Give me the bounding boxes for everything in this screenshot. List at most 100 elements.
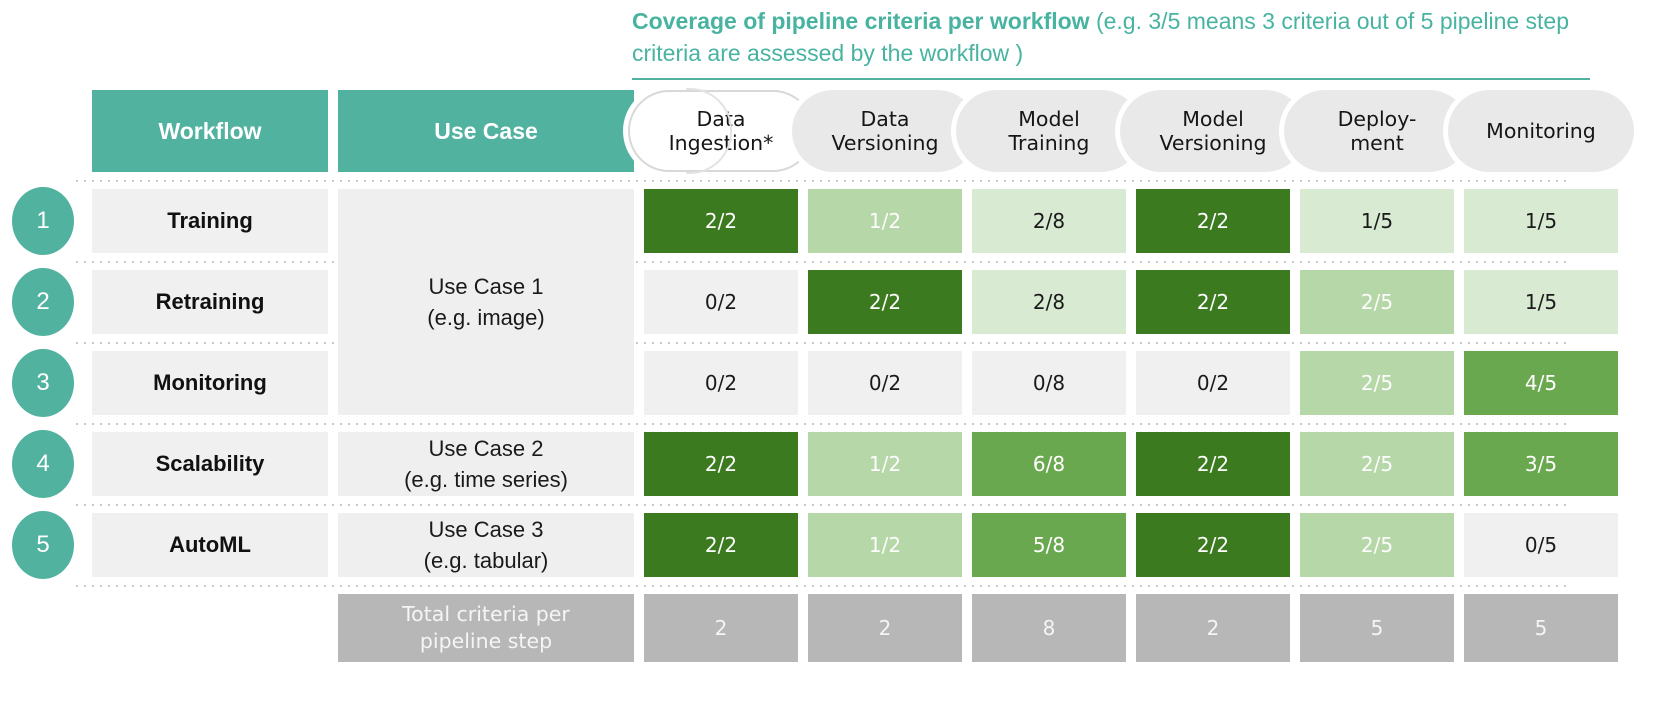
total-value: 2 (714, 616, 728, 641)
row-number: 2 (36, 288, 50, 316)
workflow-cell-scalability: Scalability (92, 432, 328, 497)
row-number-badge: 5 (12, 511, 74, 580)
use-case-label: Use Case 1 (428, 273, 544, 299)
pipeline-step-header-monitoring: Monitoring (1448, 90, 1634, 173)
coverage-cell: 2/2 (644, 513, 798, 578)
coverage-value: 6/8 (1032, 452, 1066, 477)
coverage-cell: 0/8 (972, 351, 1126, 416)
coverage-cell: 2/5 (1300, 270, 1454, 335)
step-label-line: Ingestion* (668, 131, 774, 156)
coverage-value: 1/5 (1524, 209, 1558, 234)
row-number: 1 (36, 207, 50, 235)
coverage-cell: 1/5 (1464, 270, 1618, 335)
use-case-cell-1: Use Case 1 (e.g. image) (338, 189, 634, 416)
coverage-value: 2/2 (1196, 452, 1230, 477)
pipeline-step-header-model-versioning: Model Versioning (1120, 90, 1306, 173)
total-cell: 5 (1300, 594, 1454, 663)
use-case-label: Use Case 2 (428, 435, 544, 461)
row-number: 5 (36, 531, 50, 559)
row-separator (76, 260, 1572, 263)
coverage-cell: 2/5 (1300, 351, 1454, 416)
total-value: 5 (1370, 616, 1384, 641)
coverage-cell: 1/2 (808, 432, 962, 497)
step-label-line: Versioning (831, 131, 939, 156)
coverage-value: 4/5 (1524, 371, 1558, 396)
coverage-value: 0/2 (704, 290, 738, 315)
step-label-line: Data (696, 107, 746, 132)
coverage-cell: 2/2 (1136, 513, 1290, 578)
workflow-cell-monitoring: Monitoring (92, 351, 328, 416)
page-title: Coverage of pipeline criteria per workfl… (632, 6, 1590, 81)
row-number-badge: 1 (12, 187, 74, 256)
pipeline-step-pill: Data Ingestion* (628, 90, 814, 173)
total-value: 8 (1042, 616, 1056, 641)
coverage-value: 1/5 (1524, 290, 1558, 315)
coverage-table: Workflow Use Case Data Ingestion* Data V… (4, 88, 1676, 663)
step-label-line: Model (1182, 107, 1244, 132)
coverage-value: 3/5 (1524, 452, 1558, 477)
use-case-cell-2: Use Case 2 (e.g. time series) (338, 432, 634, 497)
workflow-cell-automl: AutoML (92, 513, 328, 578)
coverage-value: 1/5 (1360, 209, 1394, 234)
row-number-badge: 4 (12, 430, 74, 499)
total-cell: 2 (808, 594, 962, 663)
pipeline-step-pill: Deploy- ment (1284, 90, 1470, 173)
coverage-value: 2/2 (704, 533, 738, 558)
pipeline-step-header-data-versioning: Data Versioning (792, 90, 978, 173)
workflow-label: Monitoring (153, 370, 267, 396)
coverage-value: 2/2 (1196, 290, 1230, 315)
pipeline-step-header-model-training: Model Training (956, 90, 1142, 173)
coverage-value: 1/2 (868, 533, 902, 558)
page-title-rest: (e.g. 3/5 means 3 criteria out of 5 pipe… (632, 8, 1570, 66)
coverage-cell: 0/5 (1464, 513, 1618, 578)
coverage-value: 0/2 (704, 371, 738, 396)
workflow-label: Training (167, 208, 253, 234)
row-separator (76, 503, 1572, 506)
coverage-cell: 1/2 (808, 513, 962, 578)
coverage-cell: 2/8 (972, 189, 1126, 254)
pipeline-step-pill: Monitoring (1448, 90, 1634, 173)
coverage-value: 0/8 (1032, 371, 1066, 396)
row-separator (76, 584, 1572, 587)
coverage-value: 1/2 (868, 209, 902, 234)
step-label-line: Training (1008, 131, 1090, 156)
workflow-cell-training: Training (92, 189, 328, 254)
coverage-cell: 2/2 (808, 270, 962, 335)
pipeline-step-pill: Data Versioning (792, 90, 978, 173)
coverage-value: 0/2 (1196, 371, 1230, 396)
coverage-value: 0/5 (1524, 533, 1558, 558)
row-separator (76, 179, 1572, 182)
coverage-value: 0/2 (868, 371, 902, 396)
coverage-value: 2/8 (1032, 209, 1066, 234)
coverage-cell: 0/2 (644, 270, 798, 335)
use-case-example: (e.g. time series) (404, 467, 568, 493)
workflow-column-header: Workflow (92, 90, 328, 173)
workflow-label: Scalability (155, 451, 265, 477)
use-case-header-label: Use Case (434, 117, 538, 144)
coverage-cell: 2/2 (1136, 270, 1290, 335)
coverage-cell: 2/8 (972, 270, 1126, 335)
step-label-line: Data (860, 107, 910, 132)
use-case-example: (e.g. tabular) (423, 548, 549, 574)
coverage-value: 2/2 (704, 209, 738, 234)
pipeline-step-pill: Model Versioning (1120, 90, 1306, 173)
step-label-line: Versioning (1159, 131, 1267, 156)
step-label-line: Deploy- (1337, 107, 1417, 132)
coverage-cell: 1/5 (1300, 189, 1454, 254)
row-number-badge: 2 (12, 268, 74, 337)
coverage-value: 2/2 (868, 290, 902, 315)
total-value: 2 (1206, 616, 1220, 641)
coverage-value: 2/5 (1360, 452, 1394, 477)
coverage-cell: 2/5 (1300, 513, 1454, 578)
row-number: 3 (36, 369, 50, 397)
total-value: 5 (1534, 616, 1548, 641)
row-number: 4 (36, 450, 50, 478)
workflow-cell-retraining: Retraining (92, 270, 328, 335)
use-case-label: Use Case 3 (428, 516, 544, 542)
coverage-cell: 2/2 (644, 432, 798, 497)
use-case-column-header: Use Case (338, 90, 634, 173)
workflow-label: AutoML (169, 532, 251, 558)
total-cell: 2 (644, 594, 798, 663)
coverage-cell: 1/5 (1464, 189, 1618, 254)
workflow-header-label: Workflow (158, 117, 262, 144)
